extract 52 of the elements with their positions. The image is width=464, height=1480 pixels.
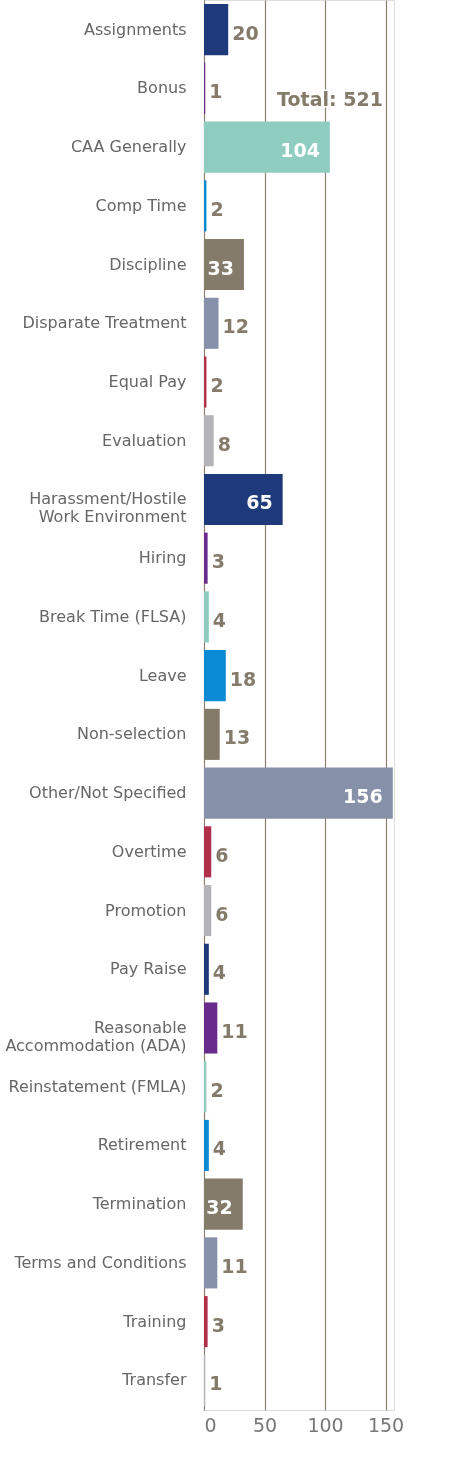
x-tick-label: 50 — [252, 1413, 278, 1436]
y-tick-label: Transfer — [121, 1370, 187, 1390]
y-tick-label: Training — [122, 1311, 187, 1331]
data-label: 12 — [222, 315, 249, 338]
y-tick-label: Assignments — [83, 19, 187, 39]
y-tick-label: Evaluation — [102, 430, 187, 450]
data-label: 2 — [210, 197, 224, 220]
y-tick-label: Disparate Treatment — [22, 313, 187, 333]
data-label: 11 — [221, 1019, 248, 1042]
y-tick-label: Promotion — [105, 900, 187, 920]
data-label: 6 — [215, 843, 229, 866]
data-label: 18 — [229, 667, 257, 690]
x-tick-label: 0 — [204, 1413, 217, 1436]
data-label: 32 — [206, 1196, 233, 1219]
data-label: 4 — [212, 961, 227, 984]
data-label: 156 — [343, 785, 383, 808]
data-label: 2 — [210, 1078, 224, 1101]
data-label: 3 — [211, 1313, 225, 1336]
y-tick-label: Bonus — [137, 78, 187, 98]
y-tick-label: Discipline — [109, 254, 187, 274]
data-label: 13 — [223, 726, 251, 749]
y-tick-label: CAA Generally — [70, 137, 187, 157]
data-label: 2 — [210, 374, 224, 397]
data-label: 33 — [207, 256, 234, 279]
y-tick-label: Hiring — [138, 548, 187, 568]
data-label: 3 — [211, 550, 225, 573]
data-label: 8 — [217, 432, 231, 455]
y-tick-label: Pay Raise — [110, 959, 187, 979]
y-tick-label: Equal Pay — [108, 372, 187, 392]
data-label: 20 — [232, 21, 259, 44]
y-tick-label: Reasonable Accommodation (ADA) — [5, 1017, 187, 1055]
data-label: 11 — [221, 1254, 248, 1277]
y-tick-label: Other/Not Specified — [29, 783, 187, 803]
y-tick-label: Overtime — [111, 841, 187, 861]
y-tick-label: Terms and Conditions — [13, 1252, 187, 1272]
y-tick-label: Leave — [138, 665, 187, 685]
data-label: 1 — [209, 1372, 223, 1395]
y-tick-label: Comp Time — [95, 195, 187, 215]
data-label: 4 — [212, 608, 227, 631]
data-label: 1 — [209, 80, 223, 103]
data-label: 4 — [212, 1137, 227, 1160]
data-label: 65 — [246, 491, 273, 514]
data-label: 104 — [280, 139, 320, 162]
y-tick-label: Harassment/Hostile Work Environment — [29, 489, 187, 527]
y-tick-label: Termination — [91, 1194, 187, 1214]
x-tick-label: 100 — [307, 1413, 344, 1436]
y-tick-label: Break Time (FLSA) — [39, 606, 187, 626]
y-tick-label: Non-selection — [76, 724, 187, 744]
data-label: 6 — [215, 902, 229, 925]
y-tick-label: Retirement — [97, 1135, 187, 1155]
y-tick-label: Reinstatement (FMLA) — [8, 1076, 187, 1096]
x-tick-label: 150 — [367, 1413, 405, 1436]
